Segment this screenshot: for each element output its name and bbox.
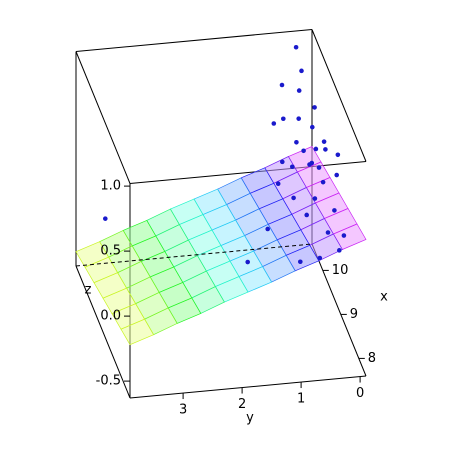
- box-edge: [75, 29, 313, 52]
- axes: z y x -0.5 0.0 0.5 1.0 0 1 2 3 8 9 10: [85, 179, 389, 426]
- data-point: [323, 147, 328, 152]
- y-tick-label: 1: [297, 392, 305, 407]
- y-axis-label: y: [246, 411, 254, 426]
- data-point: [265, 226, 271, 232]
- data-point: [281, 116, 286, 122]
- z-tick-label: 0.5: [100, 244, 121, 259]
- data-point: [245, 259, 250, 265]
- box-edge: [129, 375, 367, 399]
- data-point: [321, 139, 327, 144]
- data-point: [280, 159, 285, 165]
- data-point: [294, 140, 299, 145]
- data-point: [309, 160, 315, 166]
- box-edge: [75, 265, 131, 399]
- data-point: [290, 164, 295, 170]
- z-tick-label: 0.0: [100, 309, 121, 324]
- box-edge: [311, 243, 367, 377]
- x-tick-label: 9: [350, 307, 358, 322]
- data-point: [317, 255, 323, 261]
- data-point: [320, 179, 326, 185]
- x-axis-label: x: [380, 290, 388, 305]
- data-point: [296, 116, 302, 121]
- z-axis-label: z: [85, 283, 92, 298]
- data-point: [271, 121, 277, 126]
- data-point: [312, 196, 318, 201]
- data-point: [313, 146, 319, 152]
- z-tick-label: -0.5: [96, 374, 121, 389]
- y-tick-label: 3: [179, 403, 187, 418]
- surface: [75, 146, 367, 346]
- data-point: [337, 248, 342, 253]
- data-point: [299, 68, 304, 74]
- data-point: [279, 82, 285, 88]
- data-point: [335, 152, 341, 158]
- y-tick-label: 0: [356, 386, 364, 401]
- z-tick-label: 1.0: [100, 179, 121, 194]
- data-point: [103, 216, 108, 221]
- data-point: [334, 172, 340, 178]
- surface-cell: [120, 318, 155, 346]
- box-edge: [311, 29, 367, 162]
- box-edge: [75, 51, 131, 184]
- data-point: [275, 181, 281, 186]
- box-edge: [129, 161, 367, 184]
- data-point: [341, 233, 347, 238]
- data-point: [325, 230, 331, 235]
- data-point: [296, 88, 302, 93]
- data-point: [298, 259, 303, 265]
- box-edge: [75, 243, 313, 267]
- data-point: [316, 165, 322, 170]
- data-point: [332, 208, 337, 213]
- points: [103, 44, 347, 265]
- data-point: [310, 124, 315, 130]
- x-tick-label: 8: [368, 351, 376, 366]
- data-point: [301, 148, 306, 154]
- overlay: [75, 243, 313, 267]
- data-point: [291, 195, 296, 201]
- data-point: [293, 44, 299, 50]
- x-tick-label: 10: [332, 263, 349, 278]
- data-point: [312, 105, 317, 110]
- y-tick-label: 2: [238, 397, 246, 412]
- data-point: [304, 212, 310, 218]
